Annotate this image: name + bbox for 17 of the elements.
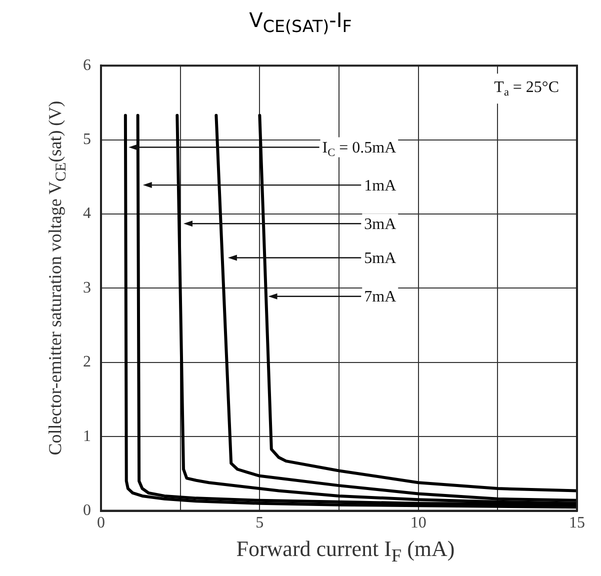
x-tick-label: 15 xyxy=(569,514,585,532)
y-tick-label: 1 xyxy=(83,428,91,445)
y-tick-label: 0 xyxy=(83,502,91,520)
y-tick-label: 3 xyxy=(83,279,91,296)
y-tick-label: 5 xyxy=(83,131,91,148)
annotation: 7mA xyxy=(364,288,397,306)
annotation: 5mA xyxy=(364,250,397,267)
y-tick-label: 2 xyxy=(83,354,91,371)
annotation: 3mA xyxy=(364,216,397,233)
x-tick-label: 0 xyxy=(97,514,105,532)
x-tick-label: 10 xyxy=(410,514,426,532)
y-tick-label: 4 xyxy=(83,205,91,222)
x-tick-label: 5 xyxy=(256,514,264,532)
x-axis-title: Forward current I$_{F}$ (mA) xyxy=(235,536,456,566)
annotation: 1mA xyxy=(364,177,397,194)
chart-title: V$_{CE(SAT)}$-I$_{F}$ xyxy=(248,8,353,36)
y-tick-label: 6 xyxy=(83,56,91,74)
